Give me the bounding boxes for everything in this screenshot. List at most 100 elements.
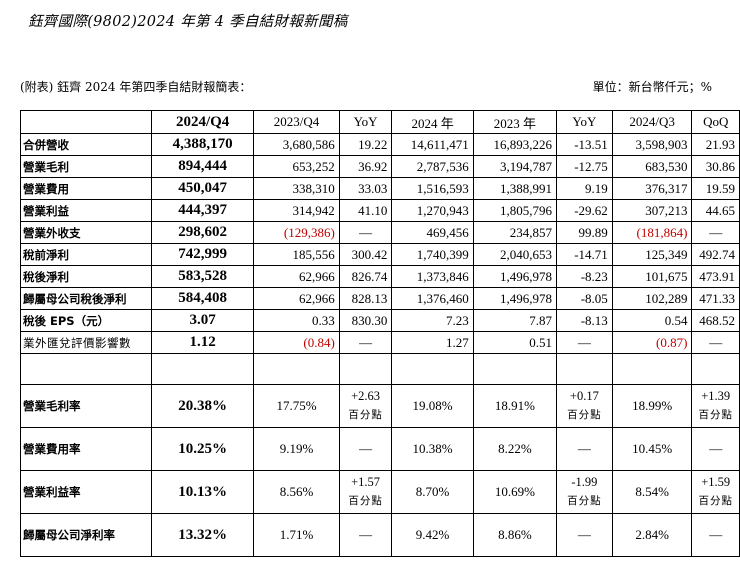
table-cell: 683,530 bbox=[611, 155, 693, 178]
table-cell: 1,388,991 bbox=[472, 177, 557, 200]
header-cell: 2024 年 bbox=[391, 110, 474, 134]
table-cell: 376,317 bbox=[611, 177, 693, 200]
table-cell: 2,040,653 bbox=[472, 243, 557, 266]
table-cell: 7.23 bbox=[391, 309, 474, 332]
table-cell: (129,386) bbox=[253, 221, 340, 244]
table-cell: 30.86 bbox=[691, 155, 740, 178]
table-cell: 0.33 bbox=[253, 309, 340, 332]
header-cell: QoQ bbox=[691, 110, 740, 134]
press-release-title: 鈺齊國際(9802)2024 年第 4 季自結財報新聞稿 bbox=[28, 14, 348, 30]
pp-change-cell: +2.63 百分點 bbox=[338, 384, 393, 428]
table-cell: 101,675 bbox=[611, 265, 693, 288]
table-cell: — bbox=[555, 513, 613, 557]
table-cell: 185,556 bbox=[253, 243, 340, 266]
table-cell: 307,213 bbox=[611, 199, 693, 222]
pp-value: +1.39 bbox=[701, 389, 731, 403]
table-cell: 62,966 bbox=[253, 265, 340, 288]
pp-change-cell: +0.17 百分點 bbox=[555, 384, 613, 428]
table-cell: -14.71 bbox=[555, 243, 613, 266]
table-cell: 13.32% bbox=[151, 513, 255, 557]
table-cell: — bbox=[338, 221, 393, 244]
table-cell: 1.27 bbox=[391, 331, 474, 354]
empty-cell bbox=[253, 353, 340, 385]
empty-cell bbox=[472, 353, 557, 385]
pp-value: +2.63 bbox=[351, 389, 381, 403]
empty-cell bbox=[338, 353, 393, 385]
table-row: 業外匯兌評價影響數 1.12 (0.84) —1.27 0.51— (0.87) — bbox=[19, 331, 740, 354]
table-cell: -8.05 bbox=[555, 287, 613, 310]
table-cell: 584,408 bbox=[151, 287, 255, 310]
table-cell: 8.22% bbox=[472, 427, 557, 471]
table-cell: 742,999 bbox=[151, 243, 255, 266]
table-cell: 19.22 bbox=[338, 133, 393, 156]
pp-value: +1.59 bbox=[701, 475, 731, 489]
table-cell: 3,598,903 bbox=[611, 133, 693, 156]
pp-change-cell: -1.99 百分點 bbox=[555, 470, 613, 514]
table-row: 營業外收支 298,602 (129,386) —469,456 234,857 99.8… bbox=[19, 221, 740, 244]
table-cell: 10.45% bbox=[611, 427, 693, 471]
table-cell: (181,864) bbox=[611, 221, 693, 244]
table-cell: 10.38% bbox=[391, 427, 474, 471]
table-cell: 653,252 bbox=[253, 155, 340, 178]
table-cell: 33.03 bbox=[338, 177, 393, 200]
table-cell: 1,496,978 bbox=[472, 265, 557, 288]
table-cell: 894,444 bbox=[151, 155, 255, 178]
table-cell: 234,857 bbox=[472, 221, 557, 244]
table-cell: 0.54 bbox=[611, 309, 693, 332]
table-cell: — bbox=[691, 221, 740, 244]
spacer-row bbox=[19, 353, 740, 385]
table-cell: 10.69% bbox=[472, 470, 557, 514]
table-cell: 338,310 bbox=[253, 177, 340, 200]
table-cell: 9.19 bbox=[555, 177, 613, 200]
table-cell: 2,787,536 bbox=[391, 155, 474, 178]
table-row: 合併營收 4,388,170 3,680,586 19.22 14,611,471 16,… bbox=[19, 133, 740, 156]
table-cell: — bbox=[338, 513, 393, 557]
ratio-row: 營業毛利率 20.38% 17.75% +2.63 百分點 19.08% 18.91% +0.… bbox=[19, 384, 740, 428]
table-cell: 473.91 bbox=[691, 265, 740, 288]
table-cell: 9.42% bbox=[391, 513, 474, 557]
table-cell: -29.62 bbox=[555, 199, 613, 222]
table-row: 稅前淨利 742,999 185,556 300.42 1,740,399 2,040,6… bbox=[19, 243, 740, 266]
table-cell: 16,893,226 bbox=[472, 133, 557, 156]
table-cell: 4,388,170 bbox=[151, 133, 255, 156]
row-label: 營業利益率 bbox=[19, 470, 153, 514]
row-label: 歸屬母公司淨利率 bbox=[19, 513, 153, 557]
table-cell: 102,289 bbox=[611, 287, 693, 310]
table-cell: 8.70% bbox=[391, 470, 474, 514]
pp-value: -1.99 bbox=[571, 475, 598, 489]
row-label: 營業毛利率 bbox=[19, 384, 153, 428]
table-cell: 62,966 bbox=[253, 287, 340, 310]
table-cell: 8.56% bbox=[253, 470, 340, 514]
row-label: 歸屬母公司稅後淨利 bbox=[19, 287, 153, 310]
pp-change-cell: +1.39 百分點 bbox=[691, 384, 740, 428]
table-row: 營業毛利 894,444 653,252 36.92 2,787,536 3,194,78… bbox=[19, 155, 740, 178]
table-cell: 8.54% bbox=[611, 470, 693, 514]
header-cell: YoY bbox=[338, 110, 393, 134]
table-cell: -12.75 bbox=[555, 155, 613, 178]
empty-cell bbox=[691, 353, 740, 385]
table-cell: 298,602 bbox=[151, 221, 255, 244]
table-cell: 44.65 bbox=[691, 199, 740, 222]
row-label: 合併營收 bbox=[19, 133, 153, 156]
empty-cell bbox=[19, 353, 153, 385]
table-cell: 300.42 bbox=[338, 243, 393, 266]
empty-cell bbox=[151, 353, 255, 385]
header-cell: 2024/Q4 bbox=[151, 110, 255, 134]
row-label: 稅後淨利 bbox=[19, 265, 153, 288]
pp-unit: 百分點 bbox=[698, 495, 733, 507]
unit-note: 單位：新台幣仟元；% bbox=[592, 80, 712, 94]
table-row: 稅後 EPS（元） 3.07 0.33 830.30 7.23 7.87 -8.13 0.54… bbox=[19, 309, 740, 332]
pp-unit: 百分點 bbox=[698, 409, 733, 421]
table-cell: 14,611,471 bbox=[391, 133, 474, 156]
table-cell: 0.51 bbox=[472, 331, 557, 354]
table-cell: -8.23 bbox=[555, 265, 613, 288]
ratio-row: 營業費用率 10.25% 9.19% —10.38% 8.22% —10.45% — bbox=[19, 427, 740, 471]
table-cell: 1,516,593 bbox=[391, 177, 474, 200]
table-cell: 21.93 bbox=[691, 133, 740, 156]
table-cell: 19.59 bbox=[691, 177, 740, 200]
ratio-row: 歸屬母公司淨利率 13.32% 1.71% —9.42% 8.86% —2.84% — bbox=[19, 513, 740, 557]
table-row: 營業費用 450,047 338,310 33.03 1,516,593 1,388,99… bbox=[19, 177, 740, 200]
table-cell: 583,528 bbox=[151, 265, 255, 288]
table-cell: 125,349 bbox=[611, 243, 693, 266]
table-cell: — bbox=[691, 427, 740, 471]
